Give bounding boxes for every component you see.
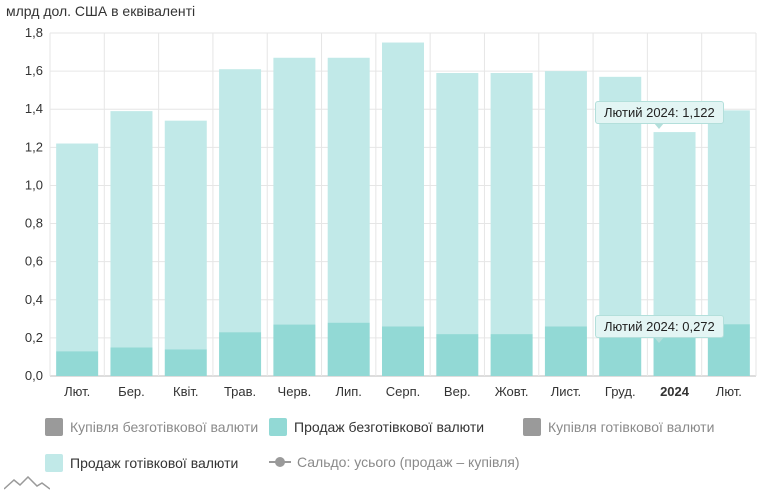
y-tick-label: 1,4 — [25, 101, 43, 116]
bar-cash-sale[interactable] — [436, 73, 479, 335]
x-tick-label: Серп. — [386, 384, 421, 399]
bar-cashless-sale[interactable] — [164, 349, 207, 376]
legend-label: Продаж безготівкової валюти — [294, 419, 485, 435]
bar-cash-sale[interactable] — [544, 71, 587, 327]
x-tick-label: Вер. — [444, 384, 471, 399]
bar-cashless-sale[interactable] — [56, 351, 99, 376]
bar-cash-sale[interactable] — [653, 132, 696, 331]
x-tick-label: Квіт. — [173, 384, 199, 399]
mountain-logo-icon — [4, 476, 50, 490]
tooltip-cashless-sale: Лютий 2024: 0,272 — [595, 315, 724, 343]
bar-cash-sale[interactable] — [56, 143, 99, 352]
y-tick-label: 0,2 — [25, 330, 43, 345]
x-tick-label: Бер. — [118, 384, 145, 399]
bar-cash-sale[interactable] — [110, 111, 153, 348]
legend-swatch — [45, 418, 63, 436]
legend-swatch — [269, 418, 287, 436]
y-axis-ticks: 0,0 0,2 0,4 0,6 0,8 1,0 1,2 1,4 1,6 1,8 — [25, 25, 43, 383]
legend-label: Сальдо: усього (продаж – купівля) — [297, 454, 520, 470]
y-tick-label: 1,6 — [25, 63, 43, 78]
y-tick-label: 1,8 — [25, 25, 43, 40]
legend-label: Продаж готівкової валюти — [70, 455, 239, 471]
bar-cashless-sale[interactable] — [544, 326, 587, 376]
bar-cashless-sale[interactable] — [273, 324, 316, 376]
bar-cashless-sale[interactable] — [110, 347, 153, 376]
bar-cashless-sale[interactable] — [382, 326, 424, 376]
bar-cashless-sale[interactable] — [490, 334, 533, 376]
y-tick-label: 0,6 — [25, 254, 43, 269]
x-tick-label: Лист. — [551, 384, 581, 399]
tooltip-cash-sale: Лютий 2024: 1,122 — [595, 101, 724, 129]
x-tick-label: Лют. — [64, 384, 90, 399]
legend-line-marker-icon — [269, 457, 291, 467]
x-axis-ticks: Лют. Бер. Квіт. Трав. Черв. Лип. Серп. Вер. Жовт… — [64, 384, 742, 399]
y-tick-label: 0,4 — [25, 292, 43, 307]
y-tick-label: 0,8 — [25, 216, 43, 231]
stacked-bar-chart: 0,0 0,2 0,4 0,6 0,8 1,0 1,2 1,4 1,6 1,8 Лют. Бер. К… — [25, 25, 757, 399]
y-tick-label: 1,0 — [25, 177, 43, 192]
bars — [56, 42, 750, 376]
bar-cash-sale[interactable] — [327, 57, 370, 323]
bar-cash-sale[interactable] — [273, 57, 316, 325]
legend-label: Купівля готівкової валюти — [548, 419, 715, 435]
legend-swatch — [45, 454, 63, 472]
x-tick-label: Лют. — [716, 384, 742, 399]
y-axis-units-label: млрд дол. США в еквіваленті — [6, 3, 196, 19]
legend-item-cashless-purchase[interactable]: Купівля безготівкової валюти — [45, 418, 258, 436]
legend-item-cash-purchase[interactable]: Купівля готівкової валюти — [523, 418, 714, 436]
bar-cash-sale[interactable] — [164, 120, 207, 350]
legend-item-cash-sale[interactable]: Продаж готівкової валюти — [45, 454, 238, 472]
bar-cash-sale[interactable] — [490, 73, 533, 335]
bar-cash-sale[interactable] — [707, 110, 750, 325]
x-tick-label: Трав. — [224, 384, 256, 399]
x-tick-label: Черв. — [278, 384, 312, 399]
y-tick-label: 1,2 — [25, 139, 43, 154]
bar-cashless-sale[interactable] — [327, 322, 370, 376]
x-tick-label: Жовт. — [495, 384, 529, 399]
legend-label: Купівля безготівкової валюти — [70, 419, 259, 435]
x-tick-label: Груд. — [605, 384, 636, 399]
bar-cash-sale[interactable] — [219, 69, 262, 333]
bar-cashless-sale[interactable] — [219, 332, 262, 376]
y-tick-label: 0,0 — [25, 368, 43, 383]
legend-item-balance[interactable]: Сальдо: усього (продаж – купівля) — [269, 454, 520, 470]
bar-cashless-sale[interactable] — [436, 334, 479, 376]
legend-item-cashless-sale[interactable]: Продаж безготівкової валюти — [269, 418, 484, 436]
legend-swatch — [523, 418, 541, 436]
x-tick-label: 2024 — [660, 384, 690, 399]
bar-cash-sale[interactable] — [382, 42, 424, 327]
x-tick-label: Лип. — [335, 384, 361, 399]
